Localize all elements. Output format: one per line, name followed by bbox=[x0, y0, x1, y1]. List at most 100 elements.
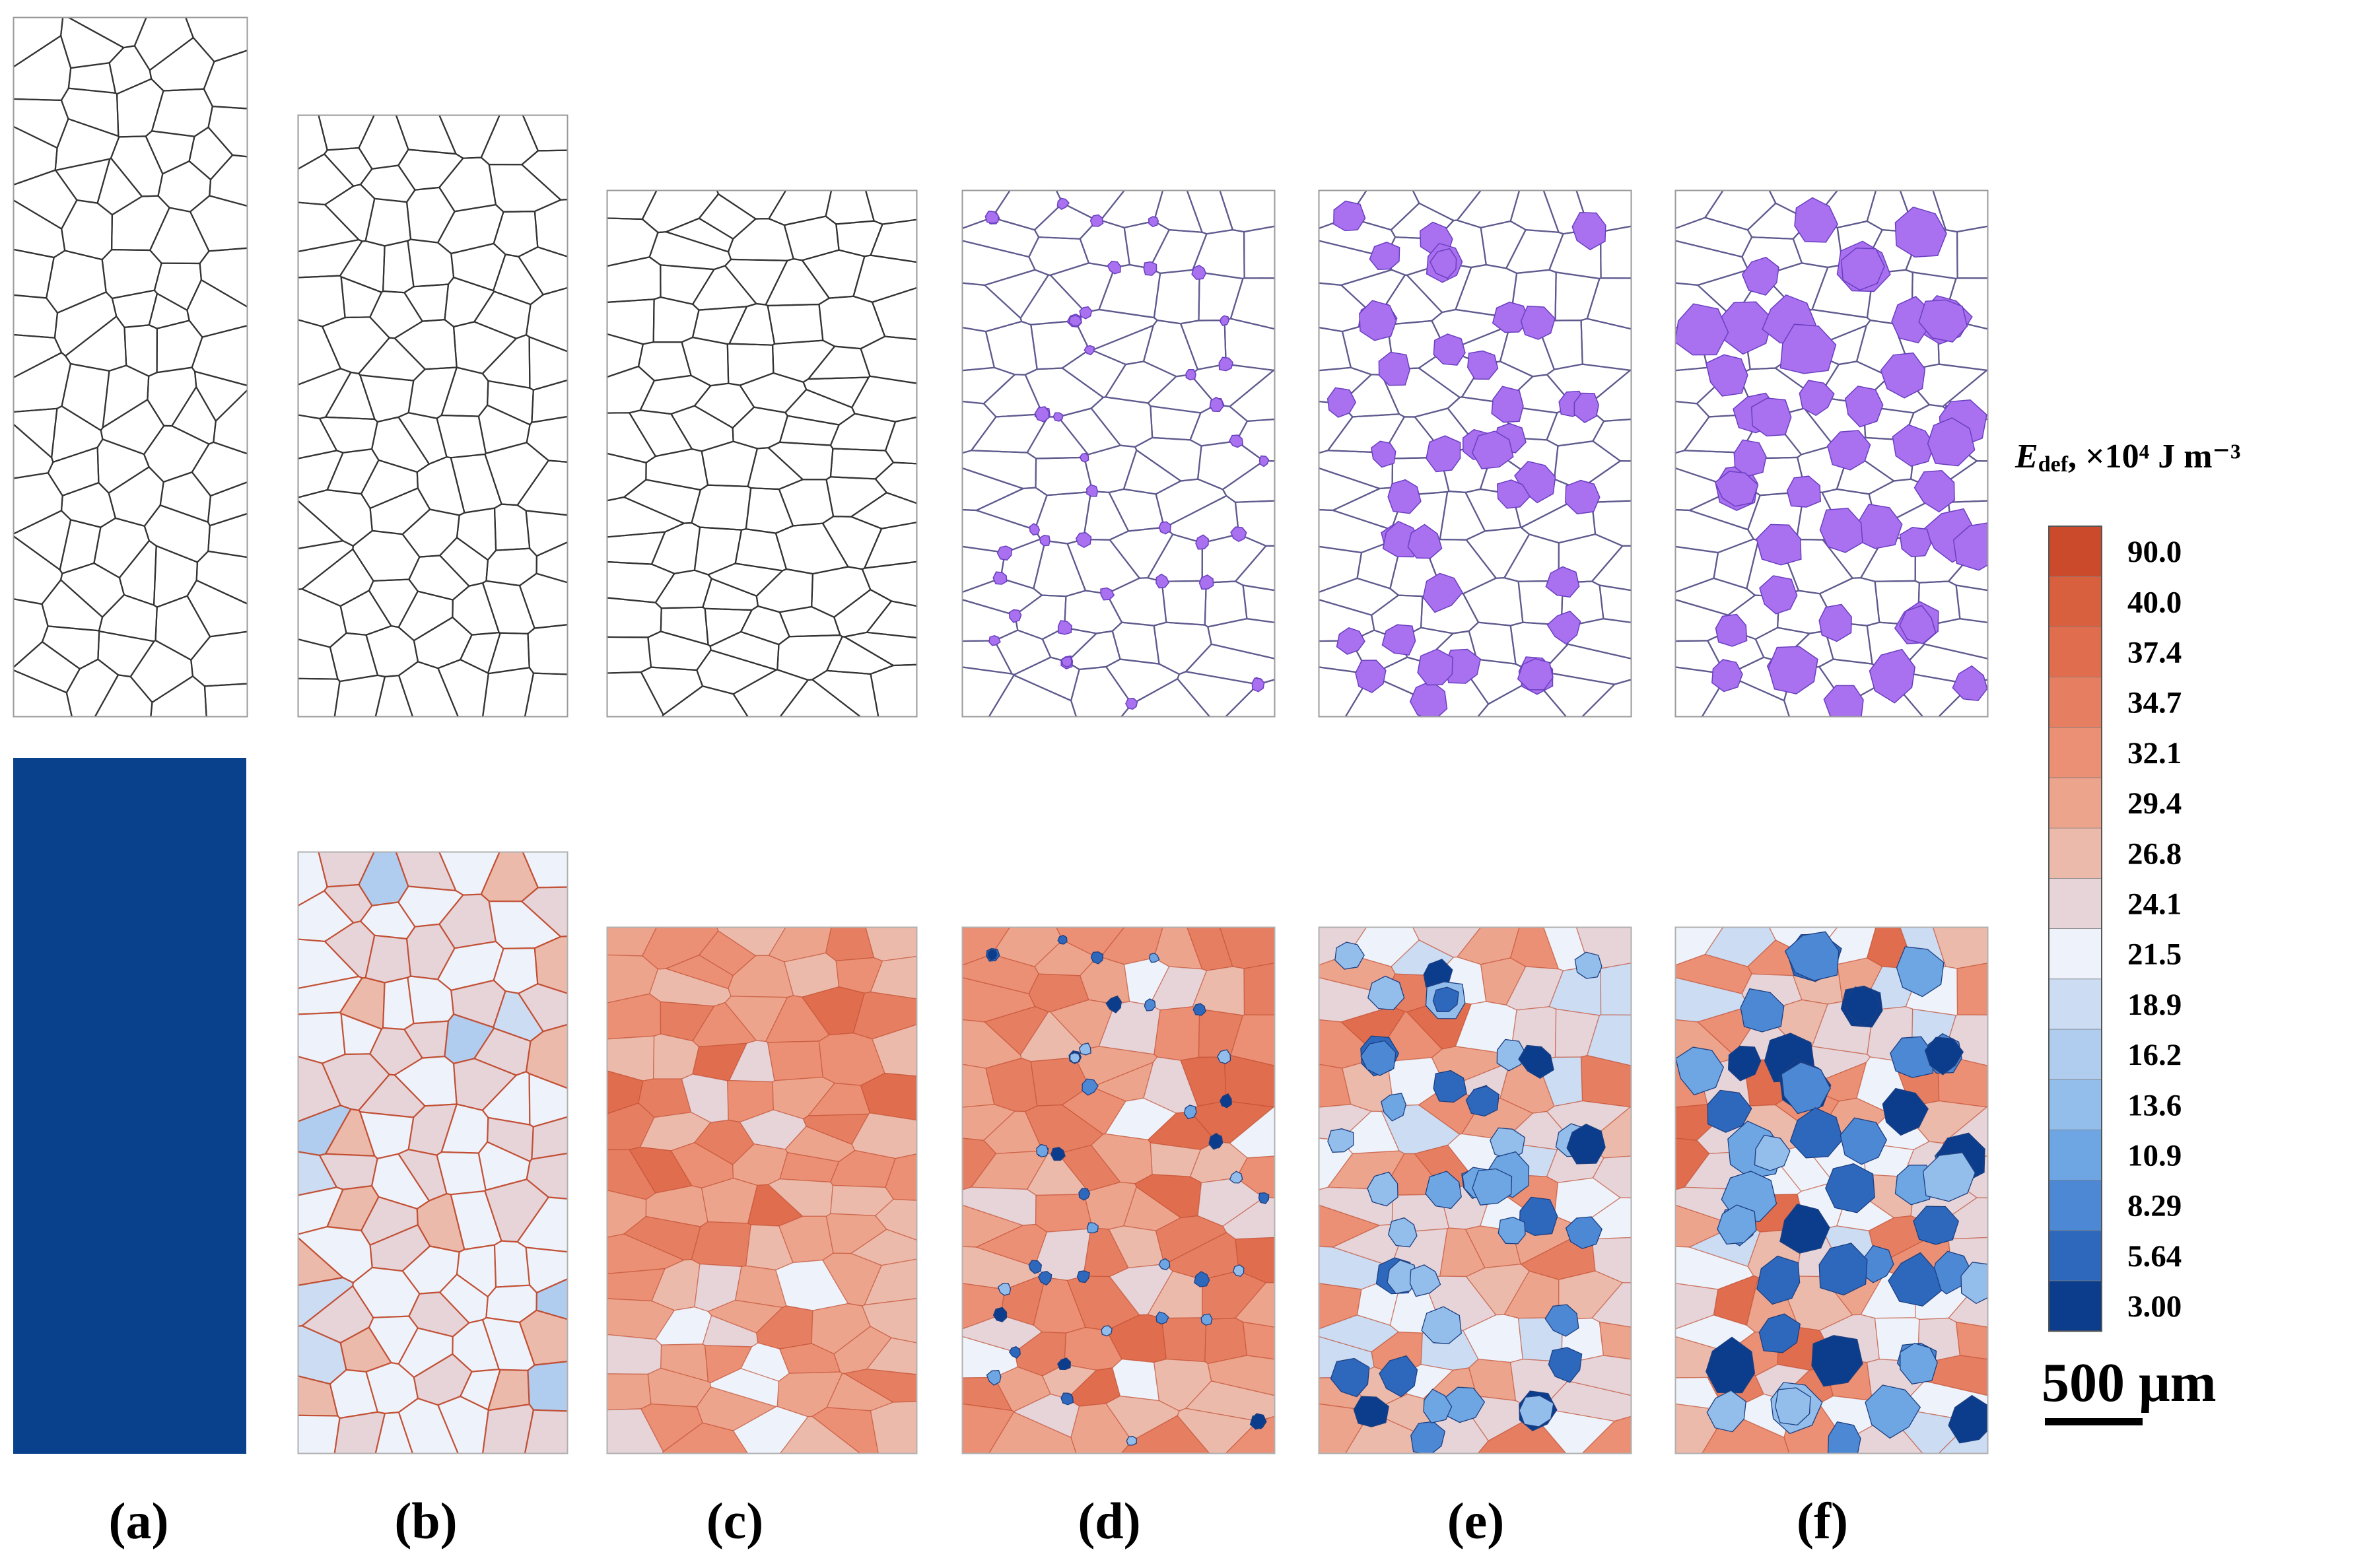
recrystallized-grain-energy bbox=[1754, 1134, 1791, 1171]
grain-energy-cell bbox=[707, 1299, 784, 1334]
recrystallized-grain-energy bbox=[1781, 1062, 1831, 1114]
recrystallized-nucleus bbox=[1218, 357, 1234, 372]
colorbar-tick-label: 13.6 bbox=[2127, 1088, 2182, 1122]
grain-boundary bbox=[534, 199, 568, 258]
colorbar-title: Edef, ×10⁴ J m⁻³ bbox=[2015, 438, 2241, 477]
recrystallized-grain-energy bbox=[1465, 1085, 1499, 1117]
grain-energy-cell bbox=[1586, 1014, 1632, 1067]
recrystallized-grain-energy bbox=[1330, 1357, 1370, 1398]
recrystallized-grain-energy bbox=[1334, 941, 1365, 970]
grain-boundary bbox=[524, 672, 568, 717]
recrystallized-nucleus bbox=[1545, 566, 1580, 598]
grain-boundary-map-1 bbox=[13, 17, 248, 718]
recrystallized-grain-energy bbox=[1825, 1163, 1875, 1213]
recrystallized-nucleus bbox=[1779, 324, 1837, 374]
recrystallized-grain-energy bbox=[1717, 1204, 1757, 1245]
grain-boundary bbox=[517, 246, 568, 296]
recrystallized-nucleus bbox=[1068, 314, 1082, 327]
map-background bbox=[607, 190, 917, 717]
recrystallized-nucleus bbox=[1148, 216, 1159, 228]
recrystallized-grain-energy bbox=[1076, 1270, 1090, 1283]
colorbar-tick-label: 18.9 bbox=[2127, 988, 2182, 1022]
grain-energy-cell bbox=[298, 1414, 341, 1454]
grain-energy-cell bbox=[843, 1369, 917, 1403]
map-frame bbox=[961, 189, 1276, 718]
recrystallized-grain-energy bbox=[1779, 1204, 1830, 1254]
stored-energy-map-2 bbox=[297, 851, 568, 1454]
recrystallized-grain-energy bbox=[1155, 1311, 1169, 1325]
grain-boundary bbox=[974, 487, 1048, 531]
recrystallized-nucleus bbox=[1355, 660, 1387, 693]
recrystallized-nucleus bbox=[1756, 524, 1802, 566]
recrystallized-grain-energy bbox=[1144, 998, 1156, 1011]
recrystallized-grain-energy bbox=[992, 1307, 1008, 1322]
panel-label: (b) bbox=[394, 1492, 457, 1550]
recrystallized-grain-energy bbox=[1194, 1271, 1210, 1287]
colorbar-swatch bbox=[2048, 777, 2102, 829]
map-background bbox=[962, 190, 1275, 717]
colorbar-tick-label: 8.29 bbox=[2127, 1189, 2182, 1223]
grain-boundary bbox=[189, 195, 248, 252]
colorbar-swatch bbox=[2048, 878, 2102, 930]
recrystallized-grain-energy bbox=[1220, 1093, 1232, 1108]
grain-boundary bbox=[1207, 617, 1275, 660]
recrystallized-nucleus bbox=[1571, 212, 1606, 251]
grain-energy-cell bbox=[522, 852, 568, 889]
recrystallized-nucleus bbox=[1857, 503, 1903, 549]
recrystallized-nucleus bbox=[1705, 354, 1748, 397]
recrystallized-nucleus bbox=[1799, 380, 1835, 417]
recrystallized-nucleus bbox=[1381, 624, 1416, 656]
recrystallized-nucleus bbox=[1768, 646, 1818, 695]
recrystallized-grain-energy bbox=[1888, 1252, 1942, 1307]
grain-energy-cell bbox=[524, 1409, 568, 1454]
recrystallized-grain-energy bbox=[1381, 1093, 1406, 1122]
recrystallized-grain-energy bbox=[1327, 1128, 1354, 1153]
recrystallized-nucleus bbox=[1430, 248, 1457, 279]
recrystallized-nucleus bbox=[1869, 648, 1915, 704]
panel-label: (e) bbox=[1447, 1492, 1505, 1550]
map-frame bbox=[1674, 926, 1989, 1454]
recrystallized-grain-energy bbox=[1900, 1342, 1938, 1385]
energy-field-uniform bbox=[13, 758, 246, 1454]
recrystallized-grain-energy bbox=[1060, 1392, 1074, 1406]
grain-boundary bbox=[209, 154, 248, 207]
recrystallized-nucleus bbox=[1471, 430, 1514, 469]
recrystallized-grain-energy bbox=[1425, 1171, 1462, 1210]
recrystallized-grain-energy bbox=[1090, 951, 1104, 965]
recrystallized-grain-energy bbox=[1158, 1258, 1171, 1271]
recrystallized-grain-energy bbox=[1200, 1313, 1213, 1326]
recrystallized-nucleus bbox=[1715, 613, 1748, 647]
recrystallized-grain-energy bbox=[1432, 986, 1459, 1013]
recrystallized-nucleus bbox=[1927, 417, 1976, 467]
recrystallized-nucleus bbox=[1229, 434, 1244, 448]
colorbar-swatch bbox=[2048, 827, 2102, 879]
recrystallized-grain-energy bbox=[1353, 1396, 1389, 1427]
recrystallized-grain-energy bbox=[1423, 1388, 1453, 1424]
recrystallized-nucleus bbox=[1089, 214, 1104, 227]
grain-boundary-map-4 bbox=[961, 189, 1276, 718]
recrystallized-nucleus bbox=[1209, 396, 1224, 413]
map-background bbox=[298, 115, 568, 717]
grain-energy-cell bbox=[975, 1223, 1048, 1268]
recrystallized-nucleus bbox=[1369, 241, 1400, 270]
recrystallized-grain-energy bbox=[1057, 1357, 1071, 1371]
recrystallized-grain-energy bbox=[1078, 1188, 1091, 1201]
colorbar-tick-label: 21.5 bbox=[2127, 937, 2182, 972]
recrystallized-grain-energy bbox=[1472, 1168, 1513, 1206]
recrystallized-nucleus bbox=[1185, 369, 1196, 381]
recrystallized-nucleus bbox=[1918, 299, 1968, 343]
grain-energy-cell bbox=[298, 1011, 346, 1064]
recrystallized-nucleus bbox=[1794, 197, 1839, 243]
recrystallized-grain-energy bbox=[1811, 1335, 1863, 1387]
colorbar-swatch bbox=[2048, 576, 2102, 628]
colorbar-swatch bbox=[2048, 1180, 2102, 1231]
recrystallized-grain-energy bbox=[1727, 1045, 1762, 1081]
grain-energy-cell bbox=[1955, 1321, 1988, 1360]
grain-boundary bbox=[860, 335, 917, 384]
recrystallized-nucleus bbox=[1333, 200, 1366, 232]
recrystallized-grain-energy bbox=[1882, 1087, 1929, 1136]
grain-boundary-map-6 bbox=[1674, 189, 1989, 718]
recrystallized-nucleus bbox=[984, 211, 999, 224]
recrystallized-grain-energy bbox=[1433, 1070, 1467, 1103]
map-frame bbox=[1318, 926, 1632, 1454]
